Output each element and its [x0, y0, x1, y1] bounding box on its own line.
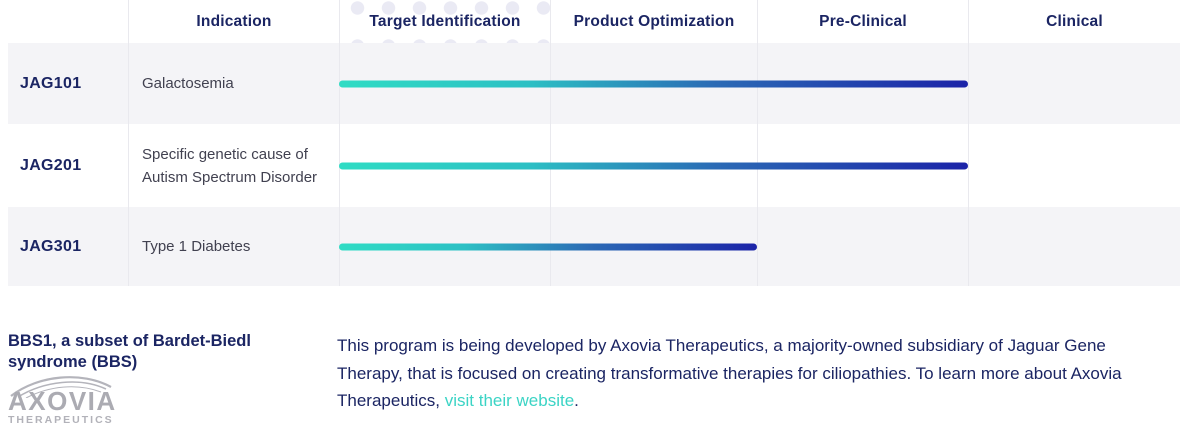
stage-cell-clinical — [968, 43, 1180, 124]
table-header-row: Indication Target Identification Product… — [0, 0, 1180, 65]
website-link[interactable]: visit their website — [444, 391, 575, 410]
column-header-empty — [0, 0, 128, 43]
progress-bar — [339, 162, 968, 169]
pipeline-table: Indication Target Identification Product… — [0, 0, 1180, 286]
indication-cell: Specific genetic cause of Autism Spectru… — [128, 124, 339, 207]
logo-wordmark: AXOVIA — [8, 386, 117, 416]
logo-subtitle: THERAPEUTICS — [8, 414, 114, 426]
column-header-pre-clinical: Pre-Clinical — [757, 0, 968, 43]
logo-orbit-arcs-icon — [10, 376, 112, 398]
progress-bar — [339, 80, 968, 87]
stage-cell-pre-clinical — [757, 207, 968, 286]
progress-bar — [339, 243, 757, 250]
indication-cell: Type 1 Diabetes — [128, 207, 339, 286]
program-id: JAG201 — [20, 156, 82, 174]
program-id: JAG101 — [20, 74, 82, 92]
stage-cell-clinical — [968, 124, 1180, 207]
footnote-heading: BBS1, a subset of Bardet-Biedl syndrome … — [8, 332, 251, 371]
column-header-target-identification: Target Identification — [339, 0, 550, 43]
table-row-jag201: JAG201 Specific genetic cause of Autism … — [0, 124, 1180, 207]
table-row-jag301: JAG301 Type 1 Diabetes — [0, 207, 1180, 286]
stage-cell-clinical — [968, 207, 1180, 286]
column-header-product-optimization: Product Optimization — [550, 0, 757, 43]
program-description: This program is being developed by Axovi… — [337, 332, 1169, 415]
description-text: This program is being developed by Axovi… — [337, 336, 1122, 410]
column-header-indication: Indication — [128, 0, 339, 43]
description-text-end: . — [574, 391, 579, 410]
table-row-jag101: JAG101 Galactosemia — [0, 43, 1180, 124]
indication-cell: Galactosemia — [128, 43, 339, 124]
column-header-clinical: Clinical — [968, 0, 1180, 43]
axovia-therapeutics-logo: AXOVIA THERAPEUTICS — [8, 374, 117, 427]
program-id: JAG301 — [20, 237, 82, 255]
